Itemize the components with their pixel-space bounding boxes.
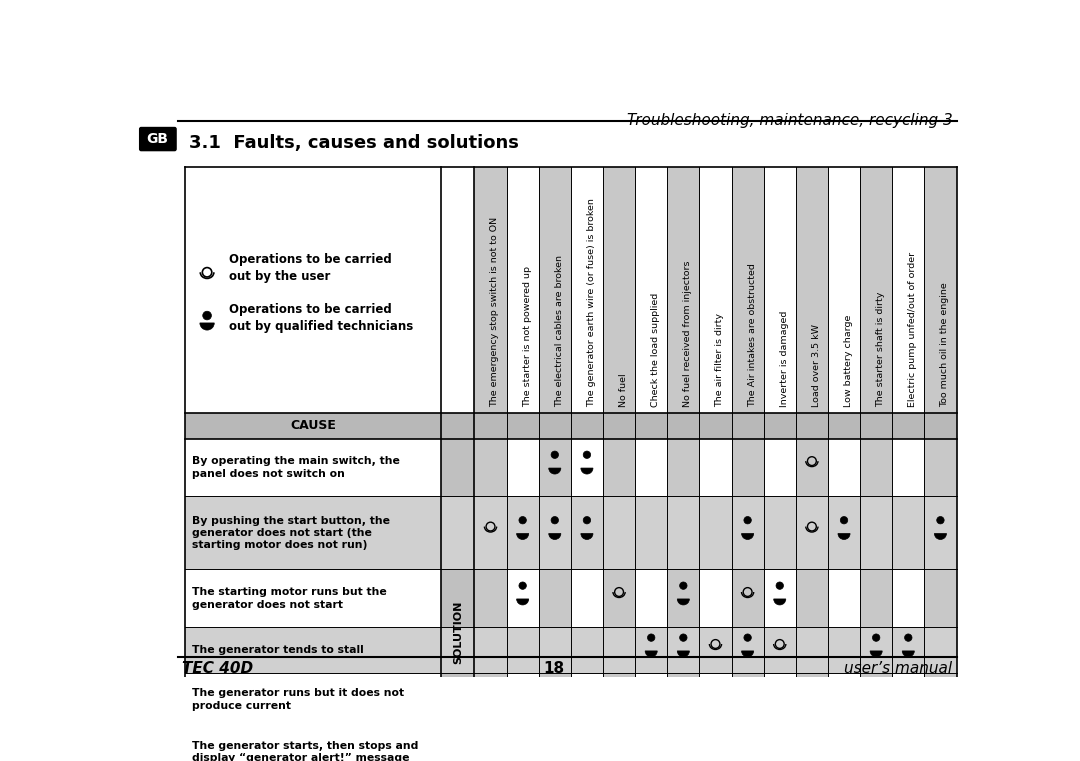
Text: The generator runs but it does not
produce current: The generator runs but it does not produ… bbox=[191, 689, 404, 711]
Text: Inverter is damaged: Inverter is damaged bbox=[780, 310, 788, 407]
Bar bbox=[186, 627, 957, 673]
Circle shape bbox=[203, 311, 212, 320]
Wedge shape bbox=[742, 533, 754, 540]
Wedge shape bbox=[742, 700, 754, 706]
Wedge shape bbox=[742, 753, 754, 759]
Text: The Air intakes are obstructed: The Air intakes are obstructed bbox=[747, 263, 757, 407]
Wedge shape bbox=[516, 599, 529, 605]
Text: The emergency stop switch is not to ON: The emergency stop switch is not to ON bbox=[490, 217, 500, 407]
Wedge shape bbox=[516, 533, 529, 540]
Bar bbox=[860, 167, 892, 761]
Text: Operations to be carried
out by the user: Operations to be carried out by the user bbox=[229, 253, 392, 283]
Circle shape bbox=[905, 634, 912, 642]
Text: Low battery charge: Low battery charge bbox=[845, 314, 853, 407]
Text: Load over 3.5 kW: Load over 3.5 kW bbox=[812, 324, 821, 407]
Wedge shape bbox=[549, 468, 561, 474]
Text: By pushing the start button, the
generator does not start (the
starting motor do: By pushing the start button, the generat… bbox=[191, 515, 390, 550]
Text: Too much oil in the engine: Too much oil in the engine bbox=[941, 282, 949, 407]
FancyBboxPatch shape bbox=[139, 128, 176, 151]
Text: Electric pump unfed/out of order: Electric pump unfed/out of order bbox=[908, 252, 917, 407]
Circle shape bbox=[648, 634, 654, 642]
Wedge shape bbox=[902, 651, 915, 657]
Wedge shape bbox=[773, 599, 786, 605]
Text: GB: GB bbox=[147, 132, 168, 146]
Bar bbox=[474, 167, 507, 761]
Bar bbox=[924, 167, 957, 761]
Bar bbox=[731, 167, 764, 761]
Bar bbox=[603, 167, 635, 761]
Text: The generator starts, then stops and
display “generator alert!” message: The generator starts, then stops and dis… bbox=[191, 740, 418, 761]
Bar bbox=[186, 496, 957, 569]
Circle shape bbox=[840, 517, 848, 524]
Bar bbox=[539, 167, 571, 761]
Bar bbox=[796, 167, 828, 761]
Circle shape bbox=[936, 517, 944, 524]
Wedge shape bbox=[870, 651, 882, 657]
Circle shape bbox=[679, 582, 687, 589]
Circle shape bbox=[518, 582, 526, 589]
Circle shape bbox=[873, 634, 880, 642]
Wedge shape bbox=[677, 599, 689, 605]
Circle shape bbox=[744, 683, 752, 691]
Circle shape bbox=[744, 517, 752, 524]
Text: Check the load supplied: Check the load supplied bbox=[651, 293, 660, 407]
Wedge shape bbox=[645, 651, 658, 657]
Bar bbox=[441, 438, 474, 761]
Text: Troubleshooting, maintenance, recycling 3: Troubleshooting, maintenance, recycling … bbox=[626, 113, 953, 128]
Text: TEC 40D: TEC 40D bbox=[181, 661, 253, 676]
Wedge shape bbox=[581, 468, 593, 474]
Wedge shape bbox=[200, 323, 214, 330]
Text: CAUSE: CAUSE bbox=[291, 419, 336, 432]
Circle shape bbox=[583, 517, 591, 524]
Text: The generator earth wire (or fuse) is broken: The generator earth wire (or fuse) is br… bbox=[586, 198, 596, 407]
Text: Operations to be carried
out by qualified technicians: Operations to be carried out by qualifie… bbox=[229, 304, 413, 333]
Bar bbox=[667, 167, 700, 761]
Circle shape bbox=[583, 451, 591, 458]
Circle shape bbox=[518, 517, 526, 524]
Text: 18: 18 bbox=[543, 661, 564, 676]
Bar bbox=[186, 726, 957, 761]
Text: user’s manual: user’s manual bbox=[845, 661, 953, 676]
Circle shape bbox=[777, 582, 783, 589]
Text: 3.1  Faults, causes and solutions: 3.1 Faults, causes and solutions bbox=[189, 134, 519, 152]
Circle shape bbox=[551, 517, 558, 524]
Wedge shape bbox=[581, 533, 593, 540]
Wedge shape bbox=[742, 651, 754, 657]
Wedge shape bbox=[677, 651, 689, 657]
Wedge shape bbox=[838, 533, 850, 540]
Text: The starting motor runs but the
generator does not start: The starting motor runs but the generato… bbox=[191, 587, 387, 610]
Text: The electrical cables are broken: The electrical cables are broken bbox=[555, 255, 564, 407]
Circle shape bbox=[744, 634, 752, 642]
Wedge shape bbox=[934, 533, 946, 540]
Text: The starter shaft is dirty: The starter shaft is dirty bbox=[876, 291, 886, 407]
Circle shape bbox=[679, 634, 687, 642]
Wedge shape bbox=[549, 533, 561, 540]
Bar bbox=[186, 413, 957, 438]
Circle shape bbox=[551, 451, 558, 458]
Text: The generator tends to stall: The generator tends to stall bbox=[191, 645, 363, 655]
Text: The air filter is dirty: The air filter is dirty bbox=[715, 313, 725, 407]
Text: No fuel received from injectors: No fuel received from injectors bbox=[684, 260, 692, 407]
Text: SOLUTION: SOLUTION bbox=[453, 600, 463, 664]
Circle shape bbox=[744, 736, 752, 743]
Text: No fuel: No fuel bbox=[619, 374, 629, 407]
Text: The starter is not powered up: The starter is not powered up bbox=[523, 266, 531, 407]
Text: By operating the main switch, the
panel does not switch on: By operating the main switch, the panel … bbox=[191, 457, 400, 479]
